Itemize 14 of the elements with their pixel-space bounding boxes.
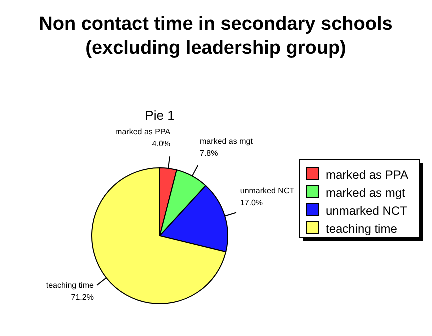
slice-label: teaching time — [46, 280, 94, 290]
legend-label: unmarked NCT — [326, 204, 408, 218]
slice-label: marked as PPA — [116, 128, 172, 137]
legend-label: marked as PPA — [326, 168, 408, 182]
data-label: 4.0% — [152, 140, 171, 149]
slice-label: unmarked NCT — [240, 186, 295, 196]
chart-subtitle: Pie 1 — [145, 108, 175, 123]
data-label: 17.0% — [240, 198, 264, 208]
legend-label: teaching time — [326, 222, 398, 236]
data-label: 71.2% — [71, 292, 94, 302]
data-label: 7.8% — [200, 149, 218, 158]
chart-title: Non contact time in secondary schools (excluding leadership group) — [39, 14, 393, 59]
legend-label: marked as mgt — [326, 186, 406, 200]
slice-label: marked as mgt — [200, 137, 254, 146]
